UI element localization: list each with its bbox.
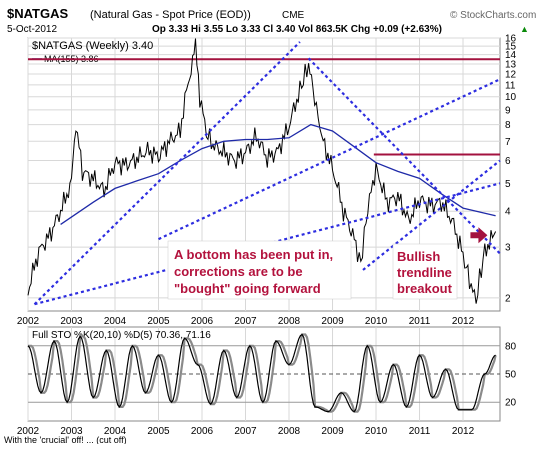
price-x-tick-label: 2008 [278, 316, 301, 327]
header-symbol: $NATGAS [7, 6, 68, 21]
sto-x-tick-label: 2006 [191, 426, 214, 437]
header-exchange: CME [282, 10, 305, 21]
trendline-channel-bottom [362, 159, 501, 271]
sto-x-tick-label: 2003 [60, 426, 83, 437]
price-x-tick-label: 2011 [409, 316, 431, 327]
header-date: 5-Oct-2012 [7, 24, 57, 35]
annotation-bottom-text: corrections are to be [174, 264, 303, 279]
sto-x-tick-label: 2002 [17, 426, 40, 437]
annotation-bottom-text: A bottom has been put in, [174, 247, 333, 262]
annotation-bottom-text: "bought" going forward [174, 281, 321, 296]
price-y-tick-label: 7 [505, 137, 511, 148]
sto-x-tick-label: 2009 [321, 426, 344, 437]
annotation-breakout-text: trendline [397, 265, 452, 280]
price-x-tick-label: 2006 [191, 316, 214, 327]
ma-series-line [60, 123, 496, 225]
header-up-arrow-icon: ▲ [520, 24, 529, 34]
annotation-breakout-text: breakout [397, 281, 453, 296]
sto-y-tick-label: 80 [505, 341, 517, 352]
price-y-tick-label: 14 [505, 50, 517, 61]
price-y-tick-label: 11 [505, 80, 516, 91]
price-series-line [27, 38, 497, 304]
trendline-mid-support [158, 78, 501, 241]
sto-y-tick-label: 20 [505, 398, 517, 409]
stochastic-panel: 2002 2003 2004 2005 2006 2007 2008 2009 2010 2011… [17, 326, 517, 437]
price-legend-title: $NATGAS (Weekly) 3.40 [32, 40, 153, 52]
price-y-tick-label: 13 [505, 59, 517, 70]
brand-watermark: © StockCharts.com [450, 10, 536, 21]
sto-x-tick-label: 2007 [234, 426, 257, 437]
price-y-tick-label: 9 [505, 105, 511, 116]
price-x-tick-label: 2002 [17, 316, 40, 327]
sto-x-tick-label: 2012 [452, 426, 475, 437]
sto-x-tick-label: 2004 [104, 426, 127, 437]
price-x-tick-label: 2010 [365, 316, 388, 327]
price-x-tick-label: 2007 [234, 316, 257, 327]
price-y-tick-label: 12 [505, 69, 517, 80]
sto-x-tick-label: 2005 [147, 426, 170, 437]
trendline-steep-support [33, 41, 301, 306]
price-x-tick-label: 2004 [104, 316, 127, 327]
sto-x-tick-label: 2011 [409, 426, 431, 437]
price-y-tick-label: 8 [505, 120, 511, 131]
price-y-tick-label: 4 [505, 207, 511, 218]
sto-x-tick-label: 2010 [365, 426, 388, 437]
annotation-breakout-text: Bullish [397, 249, 440, 264]
breakout-arrow-icon [470, 227, 488, 244]
price-y-tick-label: 2 [505, 293, 511, 304]
price-x-tick-label: 2012 [452, 316, 475, 327]
header-description: (Natural Gas - Spot Price (EOD)) [90, 9, 251, 21]
sto-k-line [27, 333, 496, 413]
sto-x-tick-label: 2008 [278, 426, 301, 437]
price-y-tick-label: 6 [505, 156, 511, 167]
price-x-tick-label: 2005 [147, 316, 170, 327]
sto-legend: Full STO %K(20,10) %D(5) 70.36, 71.16 [32, 330, 211, 341]
annotation-box-breakout [392, 243, 458, 300]
price-y-tick-label: 16 [505, 34, 517, 45]
price-x-tick-label: 2003 [60, 316, 83, 327]
price-y-tick-label: 5 [505, 179, 511, 190]
price-y-tick-label: 15 [505, 42, 517, 53]
header-quote: Op 3.33 Hi 3.55 Lo 3.33 Cl 3.40 Vol 863.… [152, 24, 442, 35]
price-y-tick-label: 3 [505, 243, 511, 254]
price-x-tick-label: 2009 [321, 316, 344, 327]
footer-text: With the 'crucial' off! ... (cut off) [4, 435, 127, 444]
sto-y-tick-label: 50 [505, 370, 517, 381]
annotation-box-bottom [167, 240, 352, 300]
price-panel: 2002 2003 2004 2005 2006 2007 2008 2009 2010 2011… [17, 34, 517, 328]
price-y-tick-label: 10 [505, 92, 517, 103]
